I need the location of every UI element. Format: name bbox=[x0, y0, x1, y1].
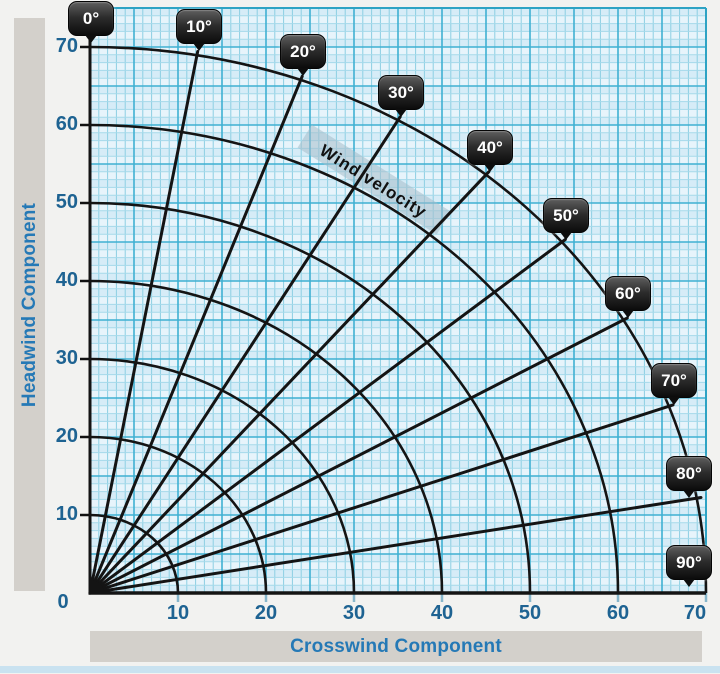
x-tick-label-40: 40 bbox=[430, 602, 454, 624]
wind-angle-badge-50: 50° bbox=[543, 198, 589, 240]
wind-angle-badge-10: 10° bbox=[176, 9, 222, 51]
wind-angle-badge-80: 80° bbox=[666, 456, 712, 498]
x-tick-label-10: 10 bbox=[166, 602, 190, 624]
grid-minor-lines bbox=[90, 8, 706, 593]
wind-angle-badge-20: 20° bbox=[280, 34, 326, 76]
y-tick-label-40: 40 bbox=[55, 269, 78, 291]
wind-angle-line-80 bbox=[88, 496, 703, 595]
velocity-arc-40 bbox=[89, 279, 444, 594]
y-tick-label-50: 50 bbox=[55, 191, 78, 213]
grid-border bbox=[90, 7, 707, 593]
velocity-arc-10 bbox=[89, 513, 180, 594]
x-tick-label-70: 70 bbox=[683, 602, 707, 624]
wind-angle-badge-0: 0° bbox=[68, 1, 114, 43]
wind-angle-badge-70: 70° bbox=[651, 363, 697, 405]
y-tick-label-60: 60 bbox=[55, 113, 78, 135]
wind-angle-badge-40: 40° bbox=[467, 130, 513, 172]
y-tick-label-10: 10 bbox=[55, 503, 78, 525]
velocity-arc-50 bbox=[89, 201, 532, 594]
velocity-arc-60 bbox=[89, 123, 620, 594]
y-tick-label-30: 30 bbox=[55, 347, 78, 369]
x-tick-label-20: 20 bbox=[254, 602, 278, 624]
wind-angle-line-10 bbox=[88, 50, 200, 595]
origin-tick-label: 0 bbox=[57, 591, 69, 613]
x-tick-label-30: 30 bbox=[342, 602, 366, 624]
wind-angle-line-70 bbox=[88, 403, 675, 595]
bottom-strip bbox=[0, 666, 720, 673]
wind-angle-badge-30: 30° bbox=[378, 75, 424, 117]
axes bbox=[88, 8, 706, 595]
x-axis-title-bar: Crosswind Component bbox=[90, 631, 702, 662]
velocity-arc-30 bbox=[89, 357, 356, 594]
y-tick-label-20: 20 bbox=[55, 425, 78, 447]
y-axis-title-bar: Headwind Component bbox=[14, 18, 45, 591]
wind-angle-line-20 bbox=[88, 74, 304, 595]
x-tick-label-50: 50 bbox=[518, 602, 542, 624]
x-axis-title: Crosswind Component bbox=[290, 635, 502, 657]
x-tick-label-60: 60 bbox=[606, 602, 630, 624]
wind-angle-line-40 bbox=[88, 170, 491, 595]
wind-angle-badge-90: 90° bbox=[666, 545, 712, 587]
y-tick-label-70: 70 bbox=[55, 35, 78, 57]
origin-wedge bbox=[90, 579, 105, 593]
velocity-arc-20 bbox=[89, 435, 268, 594]
wind-angle-badge-60: 60° bbox=[605, 276, 651, 318]
wind-angle-line-50 bbox=[88, 238, 567, 595]
wind-angle-line-60 bbox=[88, 316, 629, 595]
wind-angle-line-30 bbox=[88, 115, 402, 595]
